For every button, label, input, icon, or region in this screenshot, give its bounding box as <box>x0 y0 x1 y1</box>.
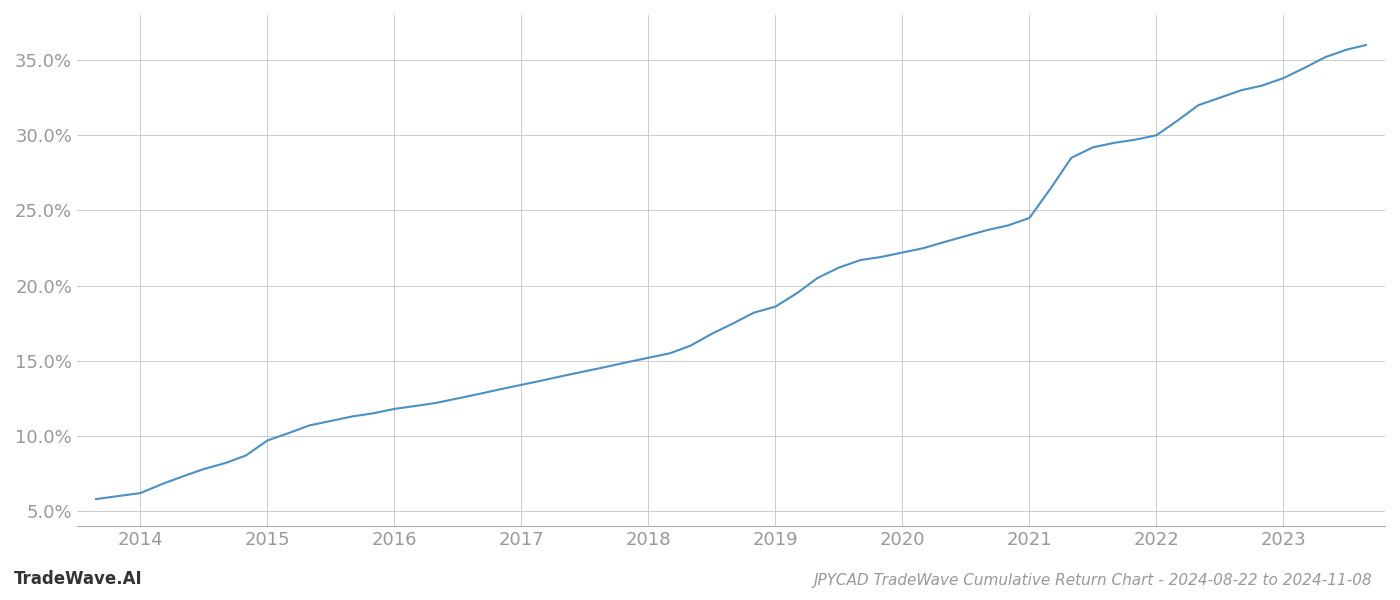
Text: JPYCAD TradeWave Cumulative Return Chart - 2024-08-22 to 2024-11-08: JPYCAD TradeWave Cumulative Return Chart… <box>813 573 1372 588</box>
Text: TradeWave.AI: TradeWave.AI <box>14 570 143 588</box>
